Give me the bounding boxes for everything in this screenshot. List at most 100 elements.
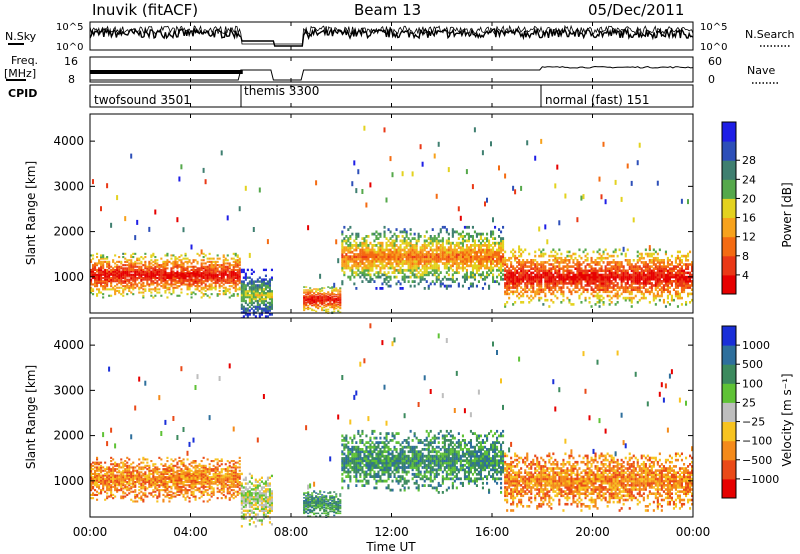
- heatmap-cell: [387, 248, 390, 252]
- heatmap-cell: [550, 288, 553, 291]
- heatmap-cell: [512, 185, 515, 191]
- heatmap-cell: [518, 271, 521, 275]
- heatmap-cell: [172, 275, 175, 278]
- heatmap-cell: [638, 265, 641, 268]
- heatmap-cell: [102, 264, 105, 267]
- heatmap-cell: [626, 277, 629, 281]
- heatmap-cell: [646, 280, 649, 283]
- heatmap-cell: [425, 253, 428, 256]
- heatmap-cell: [124, 286, 127, 289]
- heatmap-cell: [409, 232, 412, 236]
- heatmap-cell: [437, 246, 440, 250]
- heatmap-cell: [604, 280, 607, 283]
- heatmap-cell: [260, 309, 263, 312]
- heatmap-cell: [182, 262, 185, 265]
- heatmap-cell: [240, 307, 243, 310]
- heatmap-cell: [112, 280, 115, 283]
- heatmap-cell: [524, 265, 527, 268]
- heatmap-cell: [90, 484, 93, 487]
- heatmap-cell: [373, 273, 376, 277]
- heatmap-cell: [473, 273, 476, 277]
- heatmap-cell: [258, 295, 261, 299]
- heatmap-cell: [134, 273, 137, 276]
- heatmap-cell: [142, 277, 145, 280]
- heatmap-cell: [118, 277, 121, 280]
- heatmap-cell: [473, 262, 476, 265]
- heatmap-cell: [502, 244, 505, 247]
- heatmap-cell: [437, 257, 440, 261]
- heatmap-cell: [570, 277, 573, 281]
- heatmap-cell: [387, 255, 390, 259]
- heatmap-cell: [234, 283, 237, 286]
- heatmap-cell: [685, 284, 688, 287]
- heatmap-cell: [238, 257, 241, 260]
- heatmap-cell: [373, 280, 376, 283]
- heatmap-cell: [636, 267, 639, 270]
- heatmap-cell: [148, 285, 151, 288]
- heatmap-cell: [190, 291, 193, 294]
- heatmap-cell: [435, 250, 438, 254]
- heatmap-cell: [321, 294, 324, 296]
- heatmap-cell: [596, 275, 599, 279]
- heatmap-cell: [632, 277, 635, 281]
- heatmap-cell: [540, 280, 543, 283]
- heatmap-cell: [186, 267, 189, 270]
- heatmap-cell: [666, 269, 669, 273]
- heatmap-cell: [323, 294, 326, 296]
- heatmap-cell: [104, 482, 107, 485]
- heatmap-cell: [158, 272, 161, 275]
- heatmap-cell: [548, 277, 551, 281]
- heatmap-cell: [395, 250, 398, 254]
- heatmap-cell: [138, 257, 141, 260]
- heatmap-cell: [363, 125, 366, 131]
- heatmap-cell: [664, 305, 667, 308]
- heatmap-cell: [431, 248, 434, 252]
- heatmap-cell: [106, 481, 109, 484]
- heatmap-cell: [473, 230, 476, 234]
- heatmap-cell: [691, 284, 694, 287]
- heatmap-cell: [120, 466, 123, 469]
- heatmap-cell: [333, 310, 336, 313]
- heatmap-cell: [538, 288, 541, 291]
- heatmap-cell: [144, 277, 147, 280]
- heatmap-cell: [94, 268, 97, 271]
- heatmap-cell: [558, 280, 561, 283]
- heatmap-cell: [463, 259, 466, 263]
- heatmap-cell: [461, 264, 464, 268]
- heatmap-cell: [674, 265, 677, 268]
- heatmap-cell: [311, 304, 314, 307]
- heatmap-cell: [307, 292, 310, 294]
- heatmap-cell: [192, 270, 195, 273]
- heatmap-cell: [548, 259, 551, 262]
- heatmap-cell: [228, 275, 231, 278]
- heatmap-cell: [582, 288, 585, 291]
- nsky-panel: N.Sky 10^5 10^0 10^5 10^0 N.Search: [5, 21, 795, 53]
- heatmap-cell: [596, 294, 599, 298]
- heatmap-cell: [437, 264, 440, 268]
- heatmap-cell: [331, 293, 334, 295]
- heatmap-cell: [562, 292, 565, 296]
- heatmap-cell: [687, 282, 690, 285]
- heatmap-cell: [540, 269, 543, 273]
- heatmap-cell: [453, 255, 456, 259]
- heatmap-cell: [383, 277, 386, 281]
- heatmap-cell: [116, 474, 119, 477]
- heatmap-cell: [510, 265, 513, 268]
- heatmap-cell: [687, 199, 689, 205]
- heatmap-cell: [588, 265, 591, 268]
- heatmap-cell: [210, 257, 213, 260]
- heatmap-cell: [427, 255, 430, 259]
- heatmap-cell: [114, 275, 117, 278]
- heatmap-cell: [170, 262, 173, 265]
- nsky-left-tick-bottom: 10^0: [56, 42, 83, 53]
- heatmap-cell: [540, 261, 543, 264]
- heatmap-cell: [554, 254, 557, 258]
- heatmap-cell: [254, 292, 257, 295]
- heatmap-cell: [395, 244, 398, 247]
- heatmap-cell: [479, 244, 482, 247]
- heatmap-cell: [652, 267, 655, 270]
- heatmap-cell: [566, 286, 569, 289]
- heatmap-cell: [351, 273, 354, 277]
- heatmap-cell: [596, 296, 599, 300]
- heatmap-cell: [240, 270, 243, 274]
